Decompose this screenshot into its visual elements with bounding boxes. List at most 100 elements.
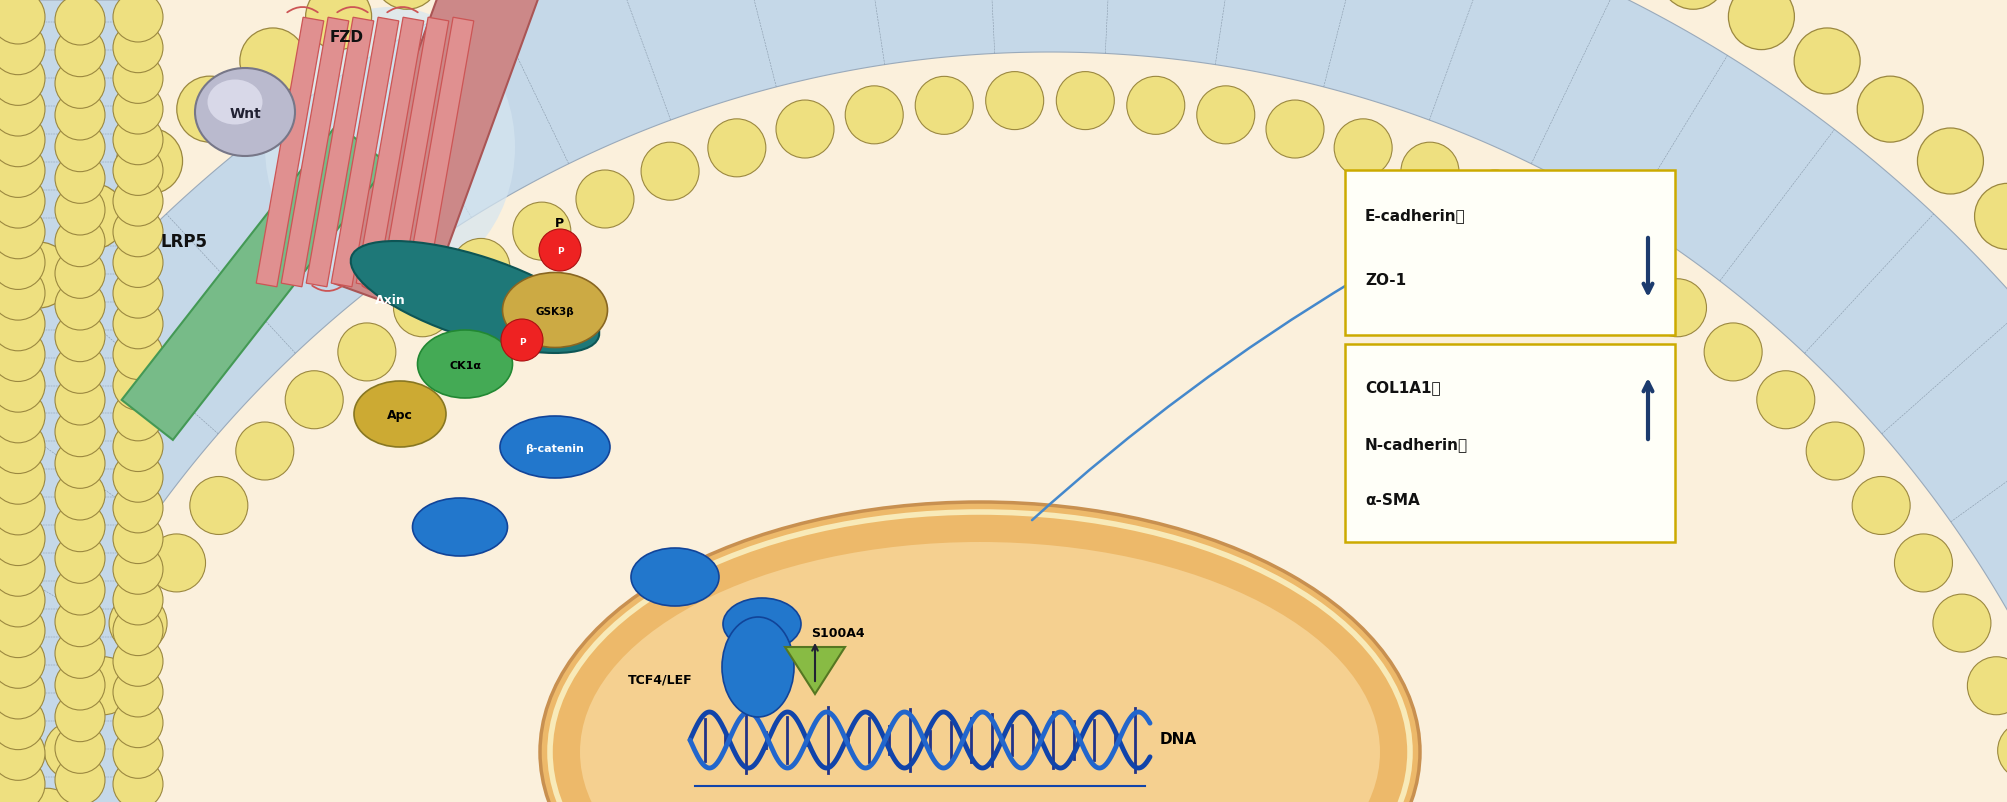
Circle shape [0, 236, 44, 290]
Circle shape [239, 28, 305, 94]
Circle shape [1126, 76, 1184, 135]
Circle shape [44, 722, 102, 780]
Circle shape [1973, 184, 2007, 249]
FancyBboxPatch shape [1345, 344, 1674, 542]
Circle shape [0, 297, 44, 350]
Polygon shape [381, 17, 448, 287]
Circle shape [0, 419, 44, 473]
Circle shape [54, 0, 104, 45]
Ellipse shape [723, 598, 801, 650]
Ellipse shape [580, 542, 1379, 802]
Circle shape [177, 76, 243, 142]
Ellipse shape [265, 7, 514, 287]
Text: LRP5: LRP5 [161, 233, 207, 251]
Circle shape [337, 323, 395, 381]
Circle shape [538, 229, 580, 271]
Circle shape [112, 237, 163, 287]
Circle shape [502, 319, 542, 361]
Circle shape [112, 0, 163, 42]
Text: Axin: Axin [375, 294, 405, 306]
Circle shape [112, 145, 163, 196]
Ellipse shape [502, 273, 608, 347]
Ellipse shape [0, 52, 2007, 802]
Text: α-SMA: α-SMA [1365, 493, 1419, 508]
Circle shape [1806, 422, 1862, 480]
Circle shape [54, 280, 104, 330]
Circle shape [512, 202, 570, 260]
Circle shape [576, 170, 634, 228]
Circle shape [112, 84, 163, 134]
Circle shape [54, 439, 104, 488]
Circle shape [54, 502, 104, 552]
Circle shape [0, 144, 44, 197]
Text: CK1α: CK1α [450, 361, 482, 371]
Text: Apc: Apc [387, 410, 413, 423]
Ellipse shape [353, 381, 446, 447]
Circle shape [54, 26, 104, 77]
Circle shape [54, 755, 104, 802]
Circle shape [1264, 100, 1323, 158]
Circle shape [112, 483, 163, 533]
Circle shape [60, 184, 124, 249]
Circle shape [1590, 238, 1648, 297]
Circle shape [0, 665, 44, 719]
Circle shape [452, 238, 510, 297]
Circle shape [116, 128, 183, 194]
Circle shape [1660, 0, 1726, 10]
Circle shape [1401, 142, 1459, 200]
Circle shape [54, 153, 104, 204]
Ellipse shape [723, 617, 793, 717]
Circle shape [0, 757, 44, 802]
Circle shape [112, 513, 163, 564]
Circle shape [54, 249, 104, 298]
Circle shape [54, 185, 104, 235]
Circle shape [0, 304, 22, 370]
Circle shape [54, 122, 104, 172]
Circle shape [1917, 128, 1983, 194]
Circle shape [1196, 86, 1254, 144]
Circle shape [54, 660, 104, 710]
Circle shape [112, 545, 163, 594]
Text: GSK3β: GSK3β [536, 307, 574, 317]
Text: COL1A1、: COL1A1、 [1365, 380, 1439, 395]
Polygon shape [331, 17, 399, 287]
Circle shape [108, 594, 167, 652]
Polygon shape [785, 647, 845, 694]
Circle shape [1997, 722, 2007, 780]
Circle shape [112, 299, 163, 349]
Circle shape [112, 360, 163, 410]
Circle shape [0, 389, 44, 443]
Circle shape [0, 727, 44, 780]
Circle shape [0, 51, 44, 105]
FancyBboxPatch shape [1345, 170, 1674, 335]
Circle shape [0, 481, 44, 535]
Circle shape [112, 54, 163, 103]
Circle shape [54, 691, 104, 742]
Circle shape [112, 391, 163, 441]
Circle shape [1856, 76, 1923, 142]
Circle shape [0, 174, 44, 228]
Circle shape [112, 667, 163, 717]
Ellipse shape [207, 79, 263, 124]
Text: TCF4/LEF: TCF4/LEF [628, 674, 692, 687]
Text: DNA: DNA [1160, 732, 1196, 747]
Text: N-cadherin、: N-cadherin、 [1365, 437, 1467, 452]
Circle shape [54, 217, 104, 267]
Circle shape [640, 142, 698, 200]
Circle shape [0, 205, 44, 259]
Circle shape [1704, 323, 1762, 381]
Polygon shape [122, 124, 387, 440]
Circle shape [0, 113, 44, 167]
Circle shape [54, 597, 104, 646]
Circle shape [0, 512, 44, 565]
Circle shape [74, 657, 132, 715]
Circle shape [1728, 0, 1794, 50]
Circle shape [54, 723, 104, 773]
Circle shape [147, 534, 205, 592]
Circle shape [305, 0, 371, 50]
Circle shape [112, 268, 163, 318]
Circle shape [1648, 279, 1706, 337]
Circle shape [112, 728, 163, 778]
Circle shape [915, 76, 973, 135]
Circle shape [112, 698, 163, 747]
